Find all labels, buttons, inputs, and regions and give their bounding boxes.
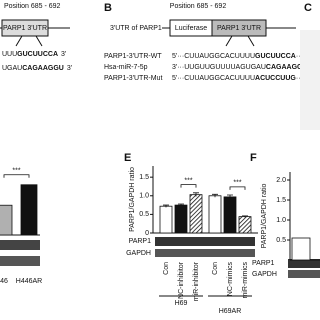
y-tick-label: 1.0: [139, 193, 149, 200]
panel-label: F: [250, 152, 257, 164]
error-bar: [178, 203, 184, 207]
seq: 3': [67, 65, 72, 72]
significance: ***: [184, 178, 192, 185]
seq-row: 5'···CUUAUGGCACUUUUGUCUUCCA···3': [172, 53, 308, 60]
error-bar: [227, 194, 233, 199]
seq-row: 5'···CUUAUGGCACUUUUACUCCUUG···3': [172, 75, 308, 82]
seq: UGAU: [2, 65, 22, 72]
blot: [288, 270, 320, 278]
bar: [174, 204, 188, 234]
seq: 5'···CUUAUGGCACUUUU: [172, 75, 255, 82]
significance-bracket: [3, 174, 30, 178]
arrows: [225, 35, 255, 47]
x-tick-label: 46: [0, 278, 8, 285]
position: Position 685 - 692: [4, 3, 61, 10]
sequence-rows: PARP1-3'UTR-WT 5'···CUUAUGGCACUUUUGUCUUCC…: [104, 53, 320, 82]
y-tick-label: 2.0: [276, 177, 286, 184]
panel-label: B: [104, 2, 112, 14]
seq-bold: CAGAAGG: [266, 64, 303, 71]
significance: ***: [12, 168, 20, 175]
blot: [155, 237, 255, 246]
bar: [0, 204, 13, 236]
seq: UUU: [2, 51, 17, 58]
x-tick-label: Con: [212, 262, 219, 275]
utr-label: PARP1 3'UTR: [217, 25, 261, 32]
x-tick-label: NC-mimics: [227, 262, 234, 297]
utr-label: PARP1 3'UTR: [3, 25, 47, 32]
x-tick-label: Con: [163, 262, 170, 275]
arrows: [15, 35, 43, 47]
y-tick-label: 0.5: [276, 237, 286, 244]
blot: [155, 249, 255, 257]
bar: [238, 216, 252, 234]
y-tick-label: 1.0: [276, 217, 286, 224]
panel-label: C: [304, 2, 312, 14]
row-name: PARP1-3'UTR-Mut: [104, 75, 162, 82]
blot: [288, 259, 320, 268]
row-name: Hsa-miR-7-5p: [104, 64, 148, 71]
bar: [208, 195, 222, 234]
x-tick-label: H446AR: [16, 278, 42, 285]
utr-box: [1, 19, 49, 37]
blot-label: PARP1: [252, 260, 275, 267]
seq-row: UUUGUCUUCCA 3': [2, 51, 66, 58]
seq-row: UGAUCAGAAGGU 3': [2, 65, 72, 72]
seq: 5'···CUUAUGGCACUUUU: [172, 53, 255, 60]
panel-a: Position 685 - 692 PARP1 3'UTR UUUGUCUUC…: [0, 3, 72, 72]
panel-label: E: [124, 152, 131, 164]
blot-label: GAPDH: [252, 271, 277, 278]
blot: [0, 240, 40, 250]
significance-bracket: [180, 184, 197, 188]
group-label: H69AR: [219, 308, 242, 315]
panel-c-fragment: [300, 30, 320, 130]
bar: [223, 196, 237, 234]
significance-bracket: [229, 186, 246, 190]
y-axis-label: PARP1/GAPDH ratio: [261, 183, 268, 248]
blot-label: GAPDH: [126, 250, 151, 257]
blot: [0, 256, 40, 266]
luciferase-label: Luciferase: [175, 25, 207, 32]
utr-box: [211, 19, 267, 37]
x-tick-label: miR-inhibitor: [193, 261, 200, 301]
x-tick-label: NC-inhibitor: [178, 261, 185, 299]
panel-b: B Position 685 - 692 3'UTR of PARP1 Luci…: [104, 2, 320, 130]
bar: [20, 184, 38, 236]
error-bar: [193, 192, 199, 197]
seq-bold: CAGAAGGU: [22, 65, 64, 72]
row-name: PARP1-3'UTR-WT: [104, 53, 162, 60]
x-tick-label: miR-mimics: [242, 262, 249, 299]
seq-bold: GUCUUCCA: [255, 53, 296, 60]
seq: 3': [61, 51, 66, 58]
bar: [291, 237, 311, 261]
seq: 3'···UUGUUGUUUUAGUGAU: [172, 64, 266, 71]
seq-bold: ACUCCUUG: [255, 75, 296, 82]
position: Position 685 - 692: [170, 3, 227, 10]
error-bar: [212, 193, 218, 198]
y-tick-label: 0: [145, 230, 149, 237]
group-label: H69: [175, 300, 188, 307]
y-tick-label: 1.5: [276, 197, 286, 204]
bar: [159, 205, 173, 234]
seq-bold: GUCUUCCA: [17, 51, 58, 58]
error-bar: [242, 215, 248, 218]
seq-row: 3'···UUGUUGUUUUAGUGAUCAGAAGGU···5': [172, 64, 320, 71]
significance: ***: [233, 180, 241, 187]
y-tick-label: 1.5: [139, 174, 149, 181]
bar: [189, 194, 203, 234]
y-tick-label: 0.5: [139, 211, 149, 218]
blot-label: PARP1: [129, 238, 152, 245]
error-bar: [163, 204, 169, 208]
y-axis-label: PARP1/GAPDH ratio: [129, 167, 136, 232]
utr-title: 3'UTR of PARP1: [110, 25, 162, 32]
